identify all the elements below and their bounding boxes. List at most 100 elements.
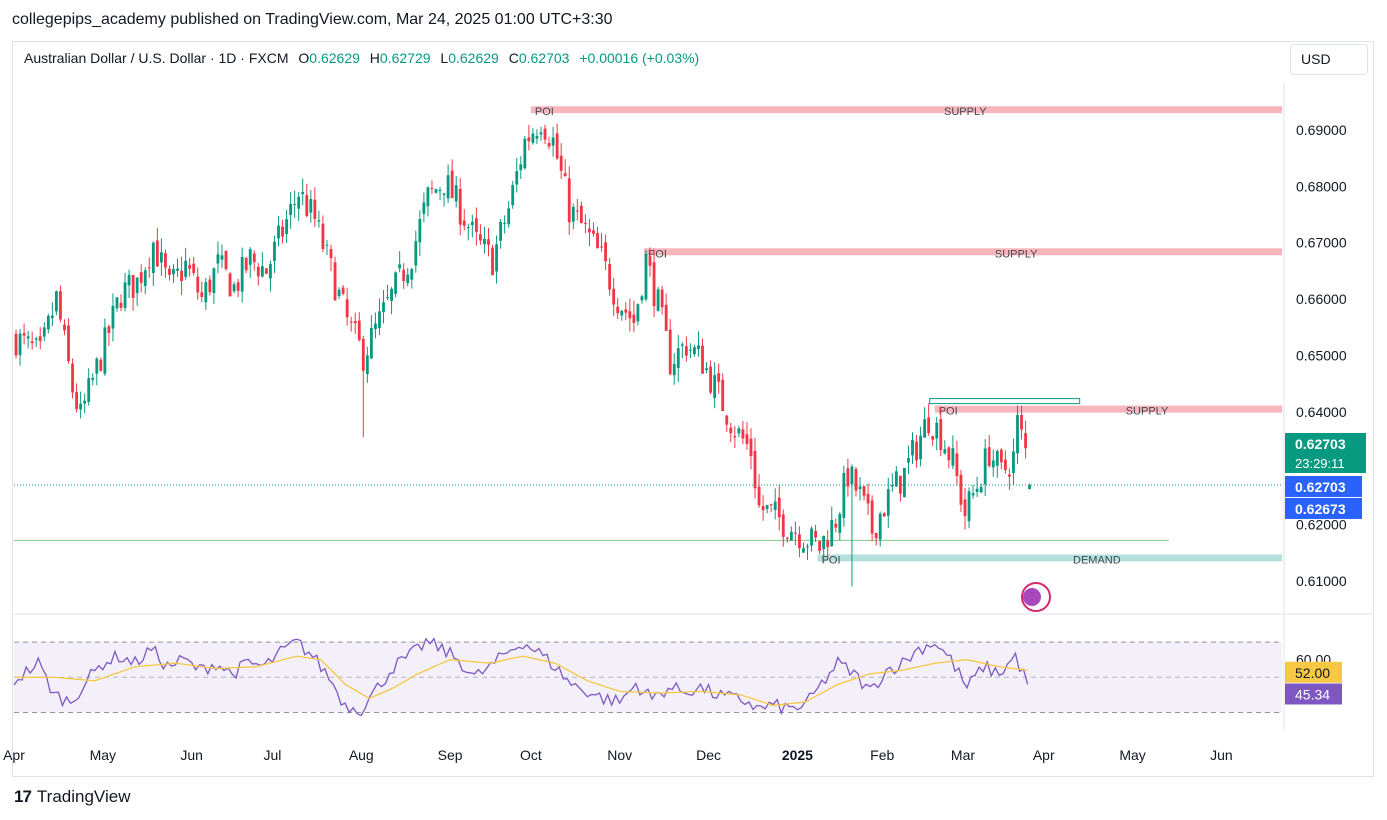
candle-body bbox=[224, 250, 228, 269]
supply-zone bbox=[530, 106, 1282, 114]
candle-body bbox=[67, 325, 70, 362]
candle-body bbox=[882, 513, 886, 517]
countdown-text: 23:29:11 bbox=[1295, 456, 1345, 471]
candle-body bbox=[963, 499, 967, 517]
candle-body bbox=[931, 436, 935, 440]
candle-body bbox=[34, 338, 38, 340]
candle-body bbox=[390, 288, 393, 301]
candle-body bbox=[515, 171, 519, 185]
candle-body bbox=[269, 263, 272, 279]
currency-button[interactable]: USD bbox=[1290, 44, 1368, 75]
candle-body bbox=[333, 262, 337, 301]
candle-body bbox=[479, 234, 482, 241]
candle-body bbox=[172, 269, 175, 275]
candle-body bbox=[588, 228, 591, 233]
symbol-legend[interactable]: Australian Dollar / U.S. Dollar · 1D · F… bbox=[24, 50, 699, 66]
candle-body bbox=[470, 221, 474, 226]
candle-body bbox=[281, 226, 284, 237]
candle-body bbox=[483, 238, 486, 245]
candle-body bbox=[971, 493, 975, 496]
candle-body bbox=[454, 185, 458, 202]
candle-body bbox=[446, 175, 450, 199]
supply-zone bbox=[934, 405, 1282, 413]
x-tick-label: Jun bbox=[180, 747, 203, 763]
candle-body bbox=[111, 305, 115, 329]
candle-body bbox=[147, 267, 151, 269]
candle-body bbox=[487, 239, 490, 245]
open-value: 0.62629 bbox=[309, 50, 360, 66]
x-tick-label: May bbox=[90, 747, 116, 763]
candle-body bbox=[466, 227, 470, 229]
candle-body bbox=[91, 377, 95, 380]
candle-body bbox=[168, 268, 171, 275]
candle-body bbox=[418, 218, 422, 243]
candle-body bbox=[725, 415, 729, 425]
close-label: C bbox=[508, 50, 519, 66]
candle-body bbox=[652, 262, 656, 307]
candle-body bbox=[402, 269, 406, 282]
candle-body bbox=[713, 375, 717, 399]
candle-body bbox=[798, 534, 801, 549]
candle-body bbox=[555, 133, 559, 159]
candle-body bbox=[353, 321, 357, 324]
candle-body bbox=[200, 292, 204, 297]
candle-body bbox=[285, 219, 288, 235]
candle-body bbox=[410, 269, 414, 280]
candle-body bbox=[305, 194, 309, 216]
candle-body bbox=[430, 188, 434, 190]
candle-body bbox=[951, 448, 955, 466]
x-tick-label: Nov bbox=[607, 747, 632, 763]
y-tick-label: 0.66000 bbox=[1296, 291, 1347, 307]
chart-frame bbox=[12, 41, 1374, 777]
candle-body bbox=[406, 274, 410, 284]
candle-body bbox=[672, 364, 676, 376]
candle-body bbox=[693, 347, 696, 355]
candle-body bbox=[252, 253, 256, 263]
candle-body bbox=[781, 514, 785, 537]
candle-body bbox=[26, 336, 30, 339]
tradingview-logo-icon: 17 bbox=[14, 787, 32, 806]
candle-body bbox=[600, 246, 603, 248]
candle-body bbox=[620, 310, 624, 316]
x-tick-label: Aug bbox=[349, 747, 374, 763]
candle-body bbox=[943, 449, 947, 454]
candle-body bbox=[264, 268, 268, 274]
candle-body bbox=[636, 304, 640, 322]
candle-body bbox=[180, 270, 183, 282]
candle-body bbox=[1003, 459, 1007, 471]
candle-body bbox=[810, 528, 813, 546]
candle-body bbox=[325, 244, 329, 246]
candle-body bbox=[378, 311, 381, 329]
candle-body bbox=[785, 537, 789, 539]
candle-body bbox=[341, 287, 345, 294]
candle-body bbox=[870, 500, 874, 534]
candle-body bbox=[745, 434, 749, 444]
candle-body bbox=[777, 497, 781, 518]
x-tick-label: Feb bbox=[870, 747, 894, 763]
candle-body bbox=[204, 282, 208, 303]
x-tick-label: Dec bbox=[696, 747, 721, 763]
candle-body bbox=[632, 314, 636, 323]
zone-type-label: SUPPLY bbox=[944, 106, 987, 118]
candle-body bbox=[164, 253, 167, 268]
candle-body bbox=[159, 252, 163, 263]
candle-body bbox=[357, 320, 361, 341]
candle-body bbox=[293, 203, 297, 205]
candle-body bbox=[757, 486, 761, 506]
candle-body bbox=[1008, 474, 1011, 477]
candle-body bbox=[426, 187, 430, 207]
candle-body bbox=[103, 327, 107, 374]
candle-body bbox=[608, 264, 612, 290]
candle-body bbox=[793, 532, 797, 534]
candle-body bbox=[313, 199, 317, 219]
candle-body bbox=[543, 128, 547, 140]
candle-body bbox=[547, 143, 551, 147]
candle-body bbox=[519, 164, 523, 171]
candle-body bbox=[63, 324, 66, 331]
candle-body bbox=[228, 273, 232, 297]
high-value: 0.62729 bbox=[379, 50, 431, 66]
symbol-title[interactable]: Australian Dollar / U.S. Dollar · 1D · F… bbox=[24, 50, 289, 66]
candle-body bbox=[628, 311, 632, 319]
candle-body bbox=[240, 256, 244, 292]
